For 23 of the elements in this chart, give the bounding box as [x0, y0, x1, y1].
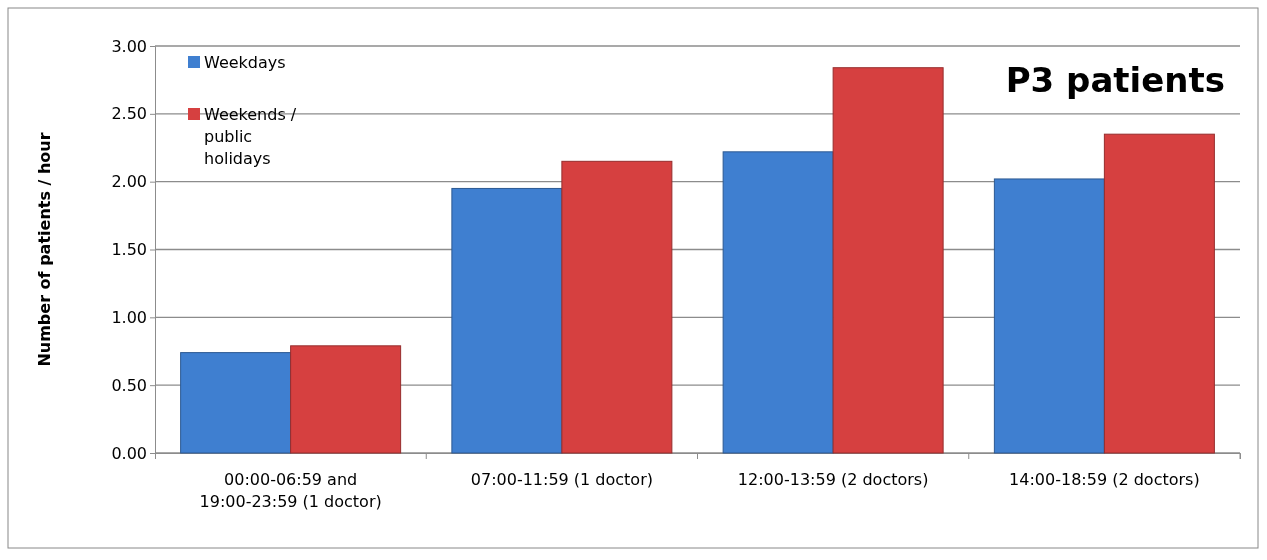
- bar: [180, 352, 292, 454]
- y-tick-label: 2.50: [111, 104, 147, 124]
- bar: [290, 345, 402, 454]
- bar: [561, 160, 673, 454]
- y-tick-label: 1.50: [111, 240, 147, 260]
- y-tick-label: 0.50: [111, 375, 147, 395]
- x-tick-label: 12:00-13:59 (2 doctors): [737, 470, 929, 489]
- legend-label: Weekends / public holidays: [204, 105, 297, 168]
- y-axis-title: Number of patients / hour: [35, 132, 54, 367]
- text: P3 patients: [1005, 60, 1225, 100]
- bar: [722, 151, 834, 454]
- y-tick-label: 0.00: [111, 443, 147, 463]
- legend-label: Weekdays: [204, 53, 286, 72]
- bar: [1103, 133, 1215, 454]
- x-tick-label: 14:00-18:59 (2 doctors): [1009, 470, 1200, 489]
- bar: [832, 67, 944, 454]
- y-tick-label: 3.00: [111, 36, 147, 56]
- x-tick-label: 07:00-11:59 (1 doctor): [470, 470, 653, 489]
- bar: [993, 178, 1105, 454]
- x-tick-label: 00:00-06:59 and 19:00-23:59 (1 doctor): [199, 470, 382, 511]
- bar: [451, 187, 563, 454]
- y-tick-label: 1.00: [111, 307, 147, 327]
- y-tick-label: 2.00: [111, 172, 147, 192]
